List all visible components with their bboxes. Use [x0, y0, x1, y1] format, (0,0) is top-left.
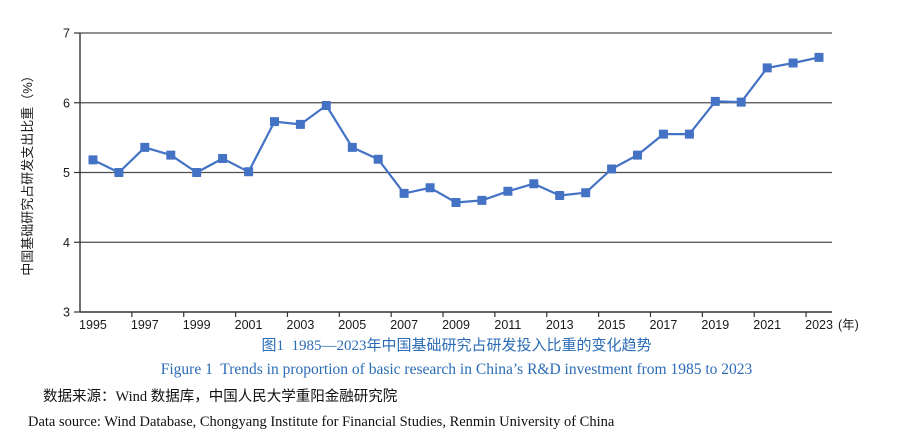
x-tick-label: 2019 — [701, 318, 729, 332]
x-tick-label: 1997 — [131, 318, 159, 332]
x-tick-label: 1999 — [183, 318, 211, 332]
data-point-marker — [373, 154, 383, 164]
data-point-marker — [451, 198, 461, 207]
data-point-marker — [244, 167, 254, 177]
x-tick-label: 2015 — [598, 318, 626, 332]
data-point-marker — [684, 129, 694, 139]
data-source-en: Data source: Wind Database, Chongyang In… — [28, 414, 615, 430]
data-point-marker — [166, 150, 176, 160]
data-point-marker — [555, 191, 565, 200]
data-point-marker — [581, 188, 591, 198]
y-axis-title: 中国基础研究占研发支出比重（%） — [20, 69, 35, 276]
y-tick-label: 7 — [63, 27, 70, 41]
y-tick-label: 4 — [63, 236, 70, 250]
data-point-marker — [477, 195, 487, 205]
data-point-marker — [321, 101, 331, 110]
data-point-marker — [710, 96, 720, 106]
y-tick-label: 3 — [63, 306, 70, 320]
data-point-marker — [736, 97, 746, 107]
x-tick-label: 2007 — [390, 318, 418, 332]
data-series-line — [91, 56, 821, 204]
line-chart: 3 4 5 6 7 1995 1997 1999 2001 2003 2005 2007 2009 201… — [20, 27, 859, 333]
data-point-marker — [658, 129, 668, 139]
x-tick-label: 2005 — [338, 318, 366, 332]
x-tick-label: 2003 — [287, 318, 315, 332]
figure-caption-zh: 图1 1985—2023年中国基础研究占研发投入比重的变化趋势 — [261, 338, 652, 354]
data-point-marker — [425, 183, 435, 193]
x-tick-label: 1995 — [79, 318, 107, 332]
data-point-marker — [788, 58, 798, 68]
data-point-marker — [633, 150, 642, 160]
x-tick-label: 2001 — [235, 318, 263, 332]
x-tick-label: 2009 — [442, 318, 470, 332]
x-tick-label: 2021 — [753, 318, 781, 332]
data-point-marker — [295, 119, 305, 129]
y-tick-label: 5 — [63, 166, 70, 180]
data-point-marker — [347, 142, 357, 152]
data-point-marker — [503, 186, 513, 196]
data-point-marker — [529, 179, 539, 189]
data-point-marker — [218, 154, 228, 163]
x-tick-label: 2023 — [805, 318, 833, 332]
x-tick-label: 2017 — [650, 318, 678, 332]
data-point-marker — [88, 155, 98, 165]
data-point-marker — [192, 168, 202, 177]
data-point-marker — [607, 164, 617, 174]
data-point-marker — [270, 117, 279, 127]
x-tick-label: 2013 — [546, 318, 574, 332]
y-tick-label: 6 — [63, 96, 70, 110]
x-tick-label: 2011 — [494, 318, 521, 332]
data-point-marker — [399, 188, 409, 198]
data-point-marker — [114, 168, 124, 177]
figure-caption-en: Figure 1 Trends in proportion of basic r… — [160, 361, 753, 378]
data-point-marker — [762, 63, 772, 73]
data-point-marker — [814, 52, 824, 62]
data-point-marker — [140, 142, 150, 152]
x-axis-unit-label: (年) — [838, 318, 859, 332]
data-source-zh: 数据来源：Wind 数据库，中国人民大学重阳金融研究院 — [43, 389, 398, 405]
